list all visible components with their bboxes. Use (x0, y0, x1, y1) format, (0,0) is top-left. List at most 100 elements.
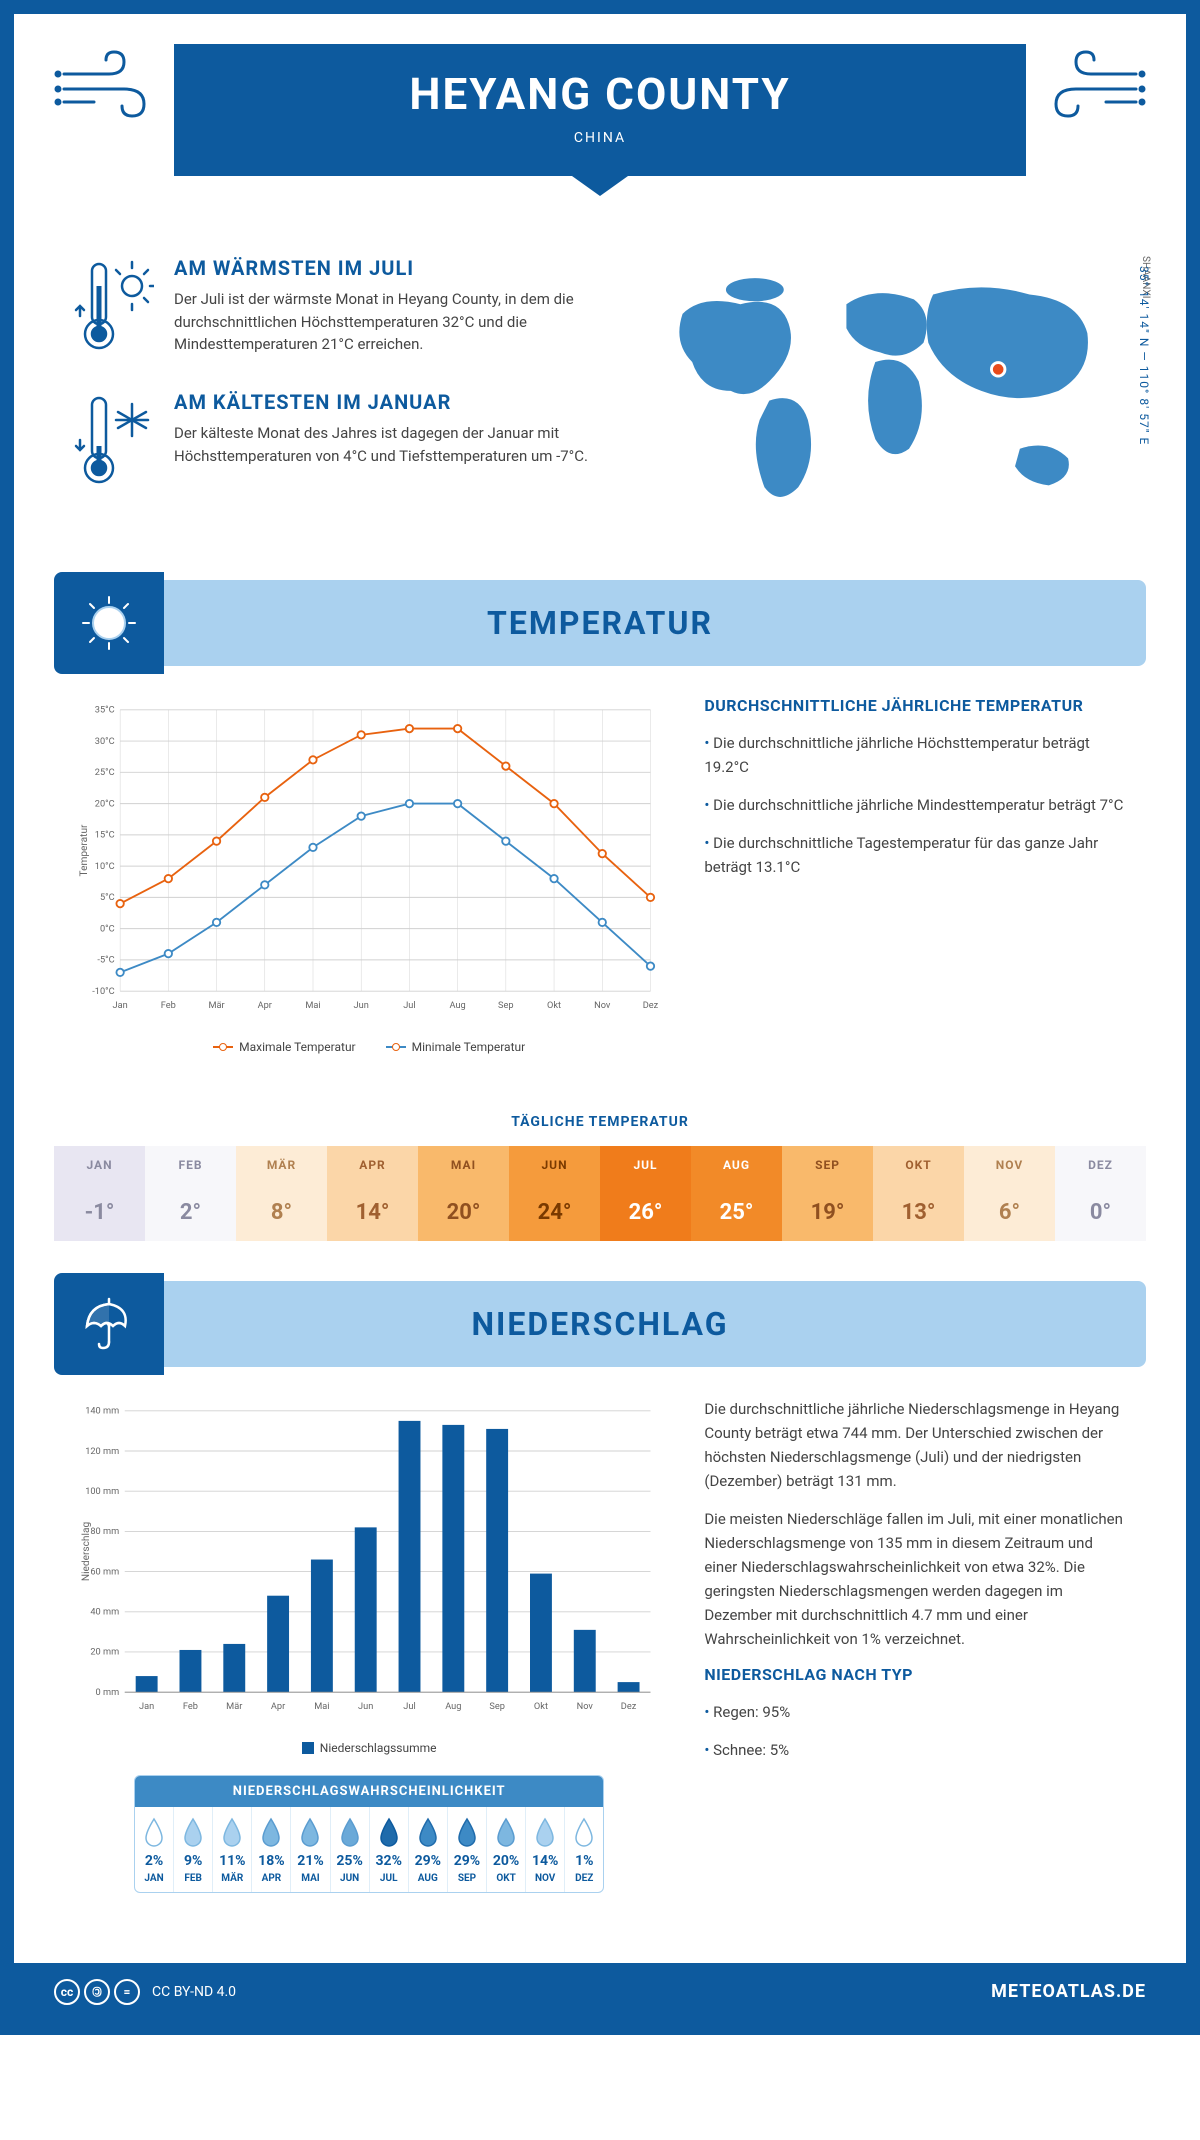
prob-cell: 29% AUG (409, 1807, 448, 1892)
svg-text:80 mm: 80 mm (90, 1526, 119, 1537)
prob-cell: 14% NOV (526, 1807, 565, 1892)
precip-type-bullets: Regen: 95% Schnee: 5% (704, 1700, 1126, 1762)
annual-temp-title: DURCHSCHNITTLICHE JÄHRLICHE TEMPERATUR (704, 696, 1126, 715)
precip-probability: NIEDERSCHLAGSWAHRSCHEINLICHKEIT 2% JAN 9… (134, 1775, 604, 1893)
precip-text: Die durchschnittliche jährliche Niedersc… (704, 1397, 1126, 1893)
coldest-text: Der kälteste Monat des Jahres ist dagege… (174, 422, 604, 467)
annual-bullet: Die durchschnittliche jährliche Höchstte… (704, 731, 1126, 779)
temp-cell: OKT13° (873, 1146, 964, 1241)
temp-cell: APR14° (327, 1146, 418, 1241)
cc-icon: cc (54, 1979, 80, 2005)
svg-text:40 mm: 40 mm (90, 1606, 119, 1617)
coordinates: 35° 14' 14" N — 110° 8' 57" E (1137, 266, 1151, 445)
svg-text:Jul: Jul (403, 1701, 415, 1712)
svg-text:120 mm: 120 mm (85, 1446, 119, 1457)
precip-body: 0 mm20 mm40 mm60 mm80 mm100 mm120 mm140 … (14, 1397, 1186, 1923)
sun-icon (54, 572, 164, 674)
svg-text:Sep: Sep (498, 1000, 514, 1011)
svg-text:Jan: Jan (139, 1701, 154, 1712)
temp-cell: AUG25° (691, 1146, 782, 1241)
license: cc 🄯 = CC BY-ND 4.0 (54, 1979, 236, 2005)
temperature-header: TEMPERATUR (54, 580, 1146, 666)
footer: cc 🄯 = CC BY-ND 4.0 METEOATLAS.DE (14, 1963, 1186, 2021)
svg-text:Mär: Mär (208, 1000, 224, 1011)
page-title: HEYANG COUNTY (174, 68, 1026, 120)
svg-text:15°C: 15°C (95, 829, 115, 840)
legend-precip: Niederschlagssumme (320, 1741, 437, 1755)
svg-text:Dez: Dez (621, 1701, 637, 1712)
svg-text:-10°C: -10°C (92, 986, 114, 997)
temp-cell: MAI20° (418, 1146, 509, 1241)
warmest-fact: AM WÄRMSTEN IM JULI Der Juli ist der wär… (74, 256, 604, 360)
brand: METEOATLAS.DE (991, 1981, 1146, 2002)
temp-cell: FEB2° (145, 1146, 236, 1241)
coldest-fact: AM KÄLTESTEN IM JANUAR Der kälteste Mona… (74, 390, 604, 494)
svg-text:Jan: Jan (113, 1000, 128, 1011)
temperature-text: DURCHSCHNITTLICHE JÄHRLICHE TEMPERATUR D… (704, 696, 1126, 1054)
svg-text:Nov: Nov (577, 1701, 594, 1712)
page: HEYANG COUNTY CHINA AM WÄRMSTEN IM JULI … (0, 0, 1200, 2035)
precip-type-bullet: Schnee: 5% (704, 1738, 1126, 1762)
umbrella-icon (54, 1273, 164, 1375)
annual-bullet: Die durchschnittliche jährliche Mindestt… (704, 793, 1126, 817)
svg-text:35°C: 35°C (95, 704, 115, 715)
precip-title: NIEDERSCHLAG (54, 1305, 1146, 1343)
temp-cell: DEZ0° (1055, 1146, 1146, 1241)
svg-text:25°C: 25°C (95, 767, 115, 778)
prob-cell: 25% JUN (331, 1807, 370, 1892)
svg-text:Apr: Apr (271, 1701, 285, 1712)
svg-text:Feb: Feb (161, 1000, 176, 1011)
temp-cell: SEP19° (782, 1146, 873, 1241)
svg-text:0 mm: 0 mm (96, 1687, 120, 1698)
temperature-chart: -10°C-5°C0°C5°C10°C15°C20°C25°C30°C35°CJ… (74, 696, 664, 1054)
svg-text:140 mm: 140 mm (85, 1406, 119, 1417)
temp-cell: JUN24° (509, 1146, 600, 1241)
svg-text:Feb: Feb (183, 1701, 198, 1712)
prob-cell: 29% SEP (448, 1807, 487, 1892)
prob-title: NIEDERSCHLAGSWAHRSCHEINLICHKEIT (135, 1776, 603, 1807)
svg-text:5°C: 5°C (100, 892, 115, 903)
svg-text:60 mm: 60 mm (90, 1566, 119, 1577)
prob-cell: 2% JAN (135, 1807, 174, 1892)
precip-type-bullet: Regen: 95% (704, 1700, 1126, 1724)
temperature-title: TEMPERATUR (54, 604, 1146, 642)
temp-cell: JUL26° (600, 1146, 691, 1241)
svg-text:Temperatur: Temperatur (79, 824, 90, 876)
thermometer-hot-icon (74, 256, 154, 360)
svg-text:Okt: Okt (547, 1000, 561, 1011)
precip-para-2: Die meisten Niederschläge fallen im Juli… (704, 1507, 1126, 1651)
facts-column: AM WÄRMSTEN IM JULI Der Juli ist der wär… (74, 256, 604, 530)
svg-text:-5°C: -5°C (97, 955, 114, 966)
prob-cell: 21% MAI (291, 1807, 330, 1892)
title-banner: HEYANG COUNTY CHINA (174, 44, 1026, 176)
warmest-text: Der Juli ist der wärmste Monat in Heyang… (174, 288, 604, 356)
header: HEYANG COUNTY CHINA (14, 14, 1186, 216)
svg-text:Aug: Aug (450, 1000, 466, 1011)
svg-text:10°C: 10°C (95, 861, 115, 872)
prob-cell: 1% DEZ (565, 1807, 603, 1892)
svg-text:20°C: 20°C (95, 798, 115, 809)
legend-min: Minimale Temperatur (412, 1040, 526, 1054)
page-subtitle: CHINA (174, 130, 1026, 146)
temp-cell: MÄR8° (236, 1146, 327, 1241)
svg-text:Mär: Mär (226, 1701, 242, 1712)
svg-text:Nov: Nov (594, 1000, 611, 1011)
precip-para-1: Die durchschnittliche jährliche Niedersc… (704, 1397, 1126, 1493)
svg-text:Jun: Jun (354, 1000, 369, 1011)
nd-icon: = (114, 1979, 140, 2005)
precip-header: NIEDERSCHLAG (54, 1281, 1146, 1367)
prob-cell: 11% MÄR (213, 1807, 252, 1892)
svg-text:Jul: Jul (403, 1000, 415, 1011)
by-icon: 🄯 (84, 1979, 110, 2005)
world-map (644, 256, 1126, 530)
svg-text:0°C: 0°C (100, 923, 115, 934)
coldest-title: AM KÄLTESTEN IM JANUAR (174, 390, 604, 414)
temp-cell: NOV6° (964, 1146, 1055, 1241)
map-column: SHAANXI 35° 14' 14" N — 110° 8' 57" E (644, 256, 1126, 530)
svg-text:Apr: Apr (258, 1000, 272, 1011)
daily-temp-label: TÄGLICHE TEMPERATUR (14, 1114, 1186, 1130)
precip-chart: 0 mm20 mm40 mm60 mm80 mm100 mm120 mm140 … (74, 1397, 664, 1893)
annual-temp-bullets: Die durchschnittliche jährliche Höchstte… (704, 731, 1126, 879)
svg-text:Mai: Mai (305, 1000, 320, 1011)
prob-cell: 18% APR (252, 1807, 291, 1892)
